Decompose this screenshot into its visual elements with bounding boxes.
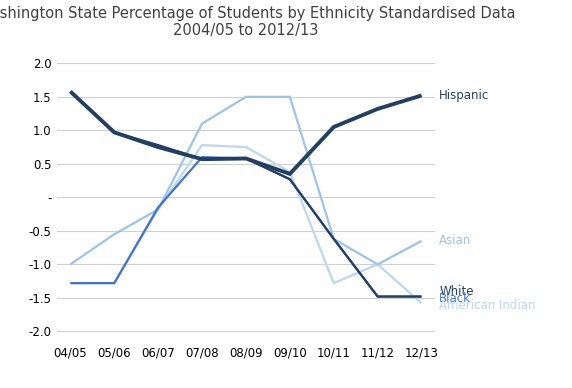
Title: Washington State Percentage of Students by Ethnicity Standardised Data
2004/05 t: Washington State Percentage of Students … xyxy=(0,6,515,38)
Text: Hispanic: Hispanic xyxy=(439,89,490,102)
Text: Black: Black xyxy=(439,292,471,305)
Text: Asian: Asian xyxy=(439,234,471,248)
Text: American Indian: American Indian xyxy=(439,300,535,312)
Text: White: White xyxy=(439,285,474,298)
